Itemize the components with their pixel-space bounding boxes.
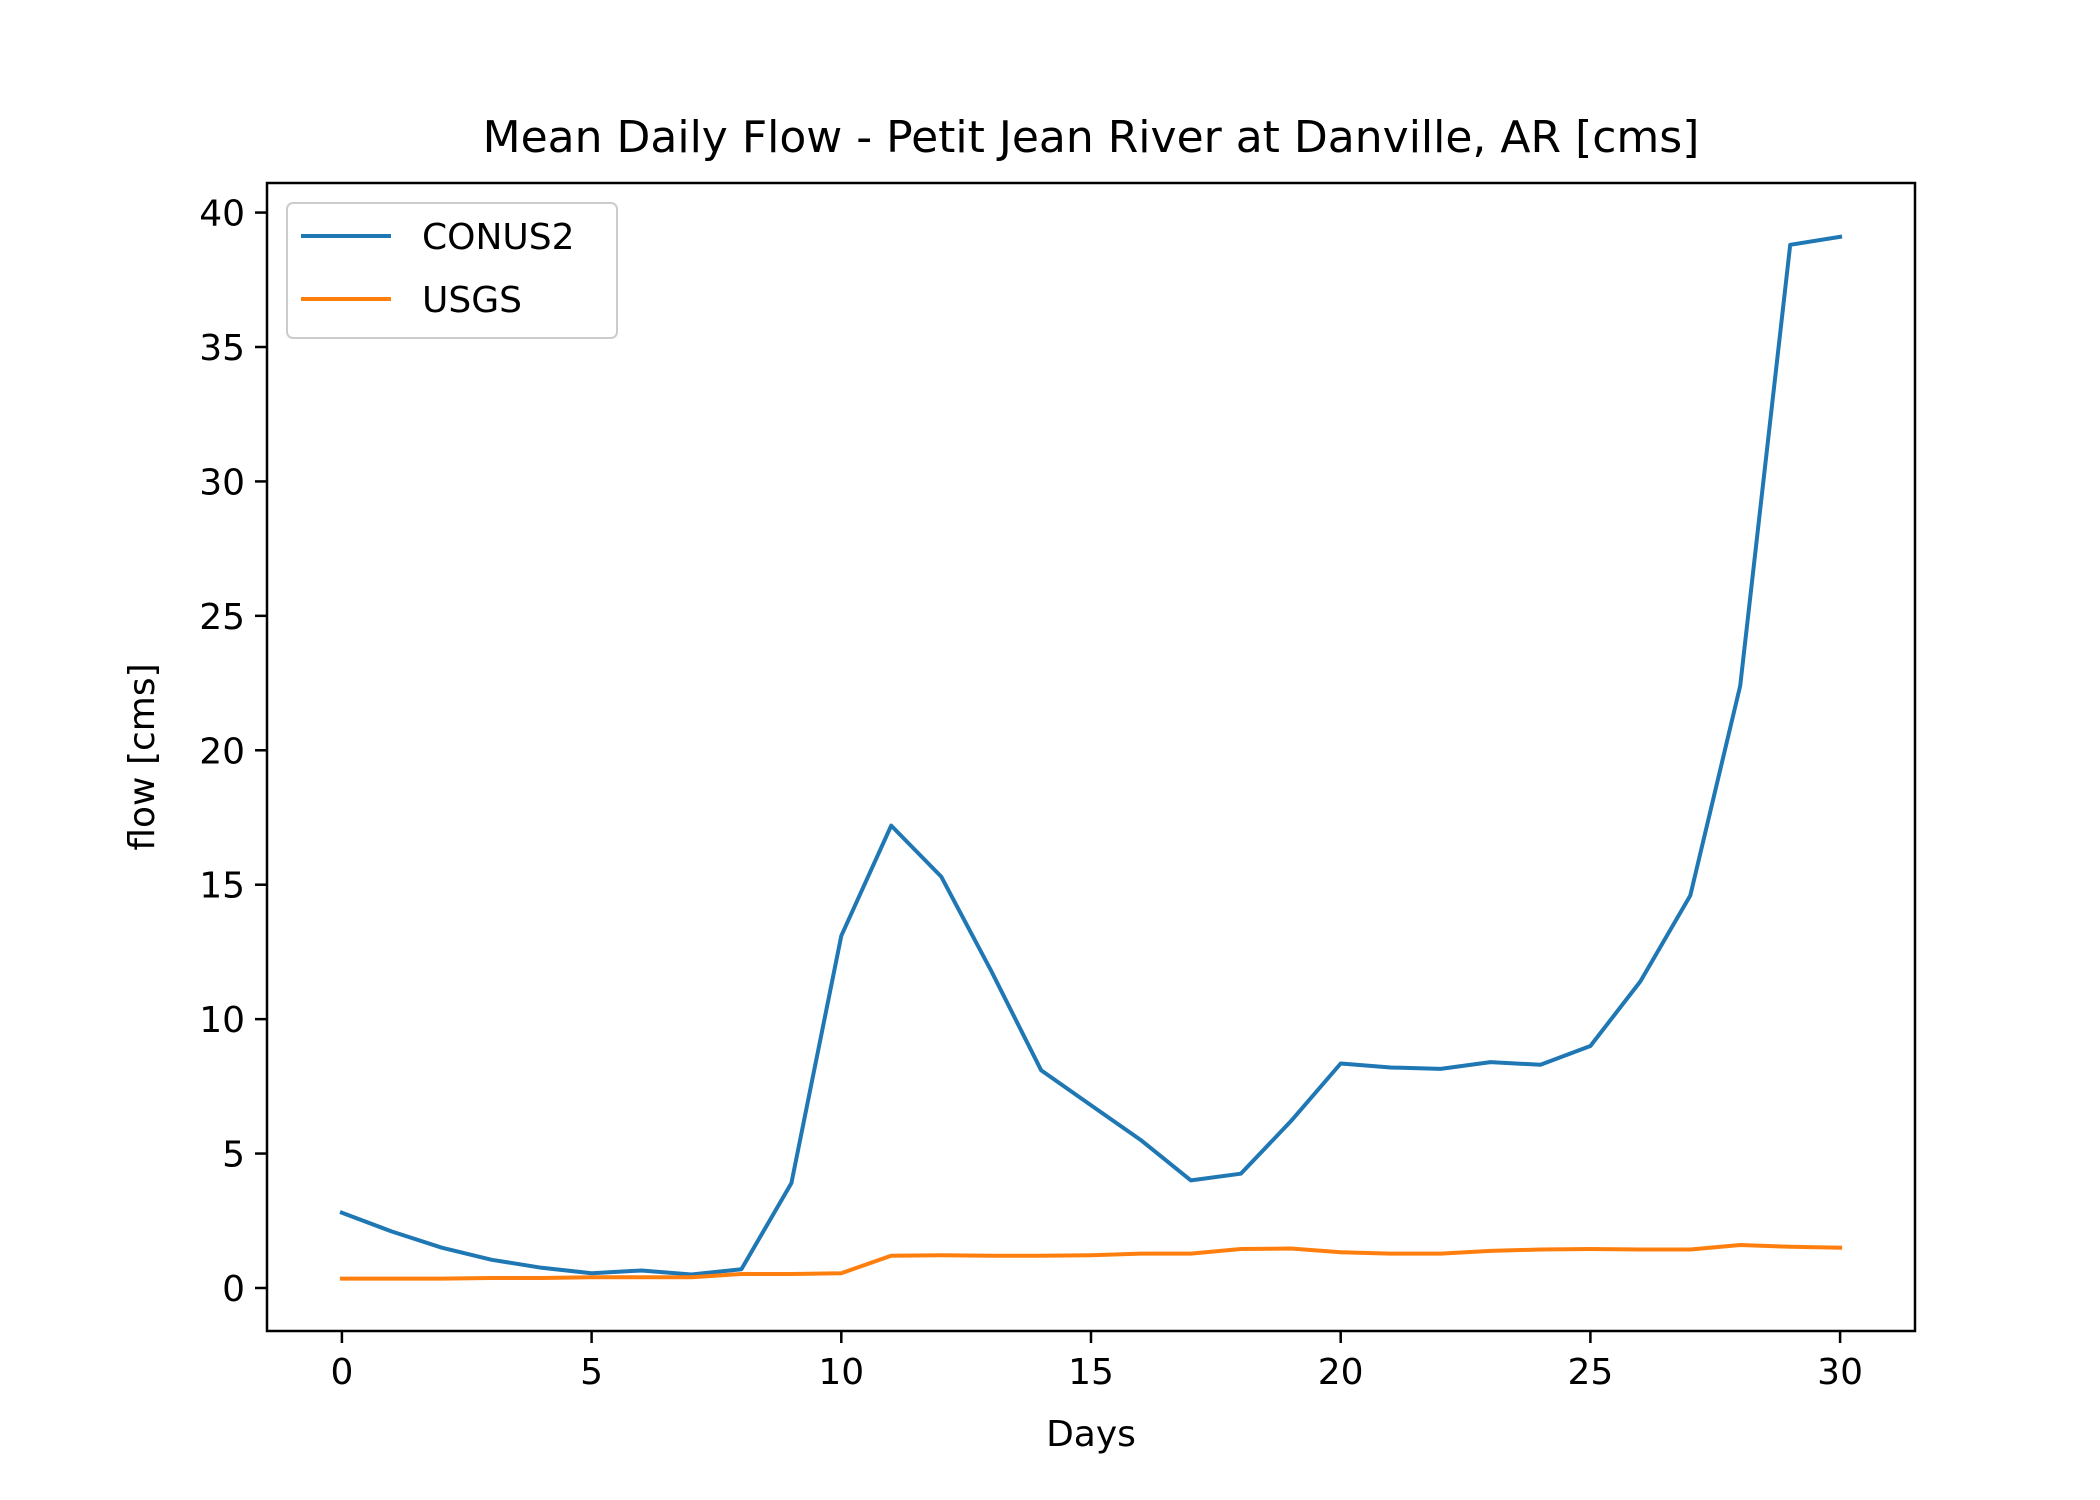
x-axis-label: Days <box>1046 1414 1136 1455</box>
y-tick-label: 5 <box>222 1135 245 1176</box>
x-axis: 0 5 10 15 20 25 30 <box>330 1331 1863 1393</box>
chart-title: Mean Daily Flow - Petit Jean River at Da… <box>483 112 1700 163</box>
y-tick-label: 25 <box>199 597 245 638</box>
y-tick-label: 20 <box>199 731 245 772</box>
y-tick-label: 0 <box>222 1269 245 1310</box>
series-layer <box>339 234 1843 1281</box>
y-tick-label: 35 <box>199 328 245 369</box>
x-tick-label: 10 <box>818 1352 864 1393</box>
y-tick-label: 30 <box>199 462 245 503</box>
legend-label-usgs: USGS <box>422 280 522 321</box>
y-axis-label: flow [cms] <box>122 663 163 850</box>
x-tick-label: 15 <box>1068 1352 1114 1393</box>
series-line-usgs <box>339 1243 1843 1281</box>
y-tick-label: 40 <box>199 194 245 235</box>
legend-label-conus2: CONUS2 <box>422 217 575 258</box>
x-tick-label: 30 <box>1817 1352 1863 1393</box>
x-tick-label: 20 <box>1318 1352 1364 1393</box>
legend: CONUS2 USGS <box>286 202 618 339</box>
y-tick-label: 10 <box>199 1000 245 1041</box>
y-tick-label: 15 <box>199 866 245 907</box>
x-tick-label: 5 <box>580 1352 603 1393</box>
y-axis: 0 5 10 15 20 25 30 35 40 <box>199 194 267 1310</box>
x-tick-label: 25 <box>1567 1352 1613 1393</box>
series-line-conus2 <box>339 234 1843 1277</box>
x-tick-label: 0 <box>330 1352 353 1393</box>
